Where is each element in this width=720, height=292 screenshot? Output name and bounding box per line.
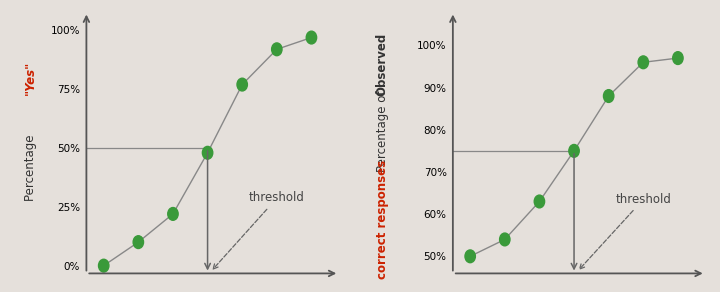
Ellipse shape (500, 233, 510, 246)
Ellipse shape (99, 259, 109, 272)
Ellipse shape (465, 250, 475, 263)
Text: threshold: threshold (580, 193, 672, 269)
Ellipse shape (569, 145, 579, 157)
Ellipse shape (306, 31, 317, 44)
Text: Observed: Observed (376, 33, 389, 96)
Ellipse shape (603, 90, 614, 102)
Ellipse shape (133, 236, 143, 248)
Ellipse shape (271, 43, 282, 56)
Ellipse shape (672, 52, 683, 65)
Text: "Yes": "Yes" (24, 61, 37, 95)
Text: Percentage of: Percentage of (376, 91, 389, 172)
Text: threshold: threshold (213, 192, 305, 269)
Ellipse shape (237, 78, 248, 91)
Text: correct responses: correct responses (376, 159, 389, 279)
Ellipse shape (168, 208, 178, 220)
Text: Percentage: Percentage (24, 131, 37, 201)
Ellipse shape (638, 56, 649, 69)
Ellipse shape (202, 146, 213, 159)
Ellipse shape (534, 195, 544, 208)
